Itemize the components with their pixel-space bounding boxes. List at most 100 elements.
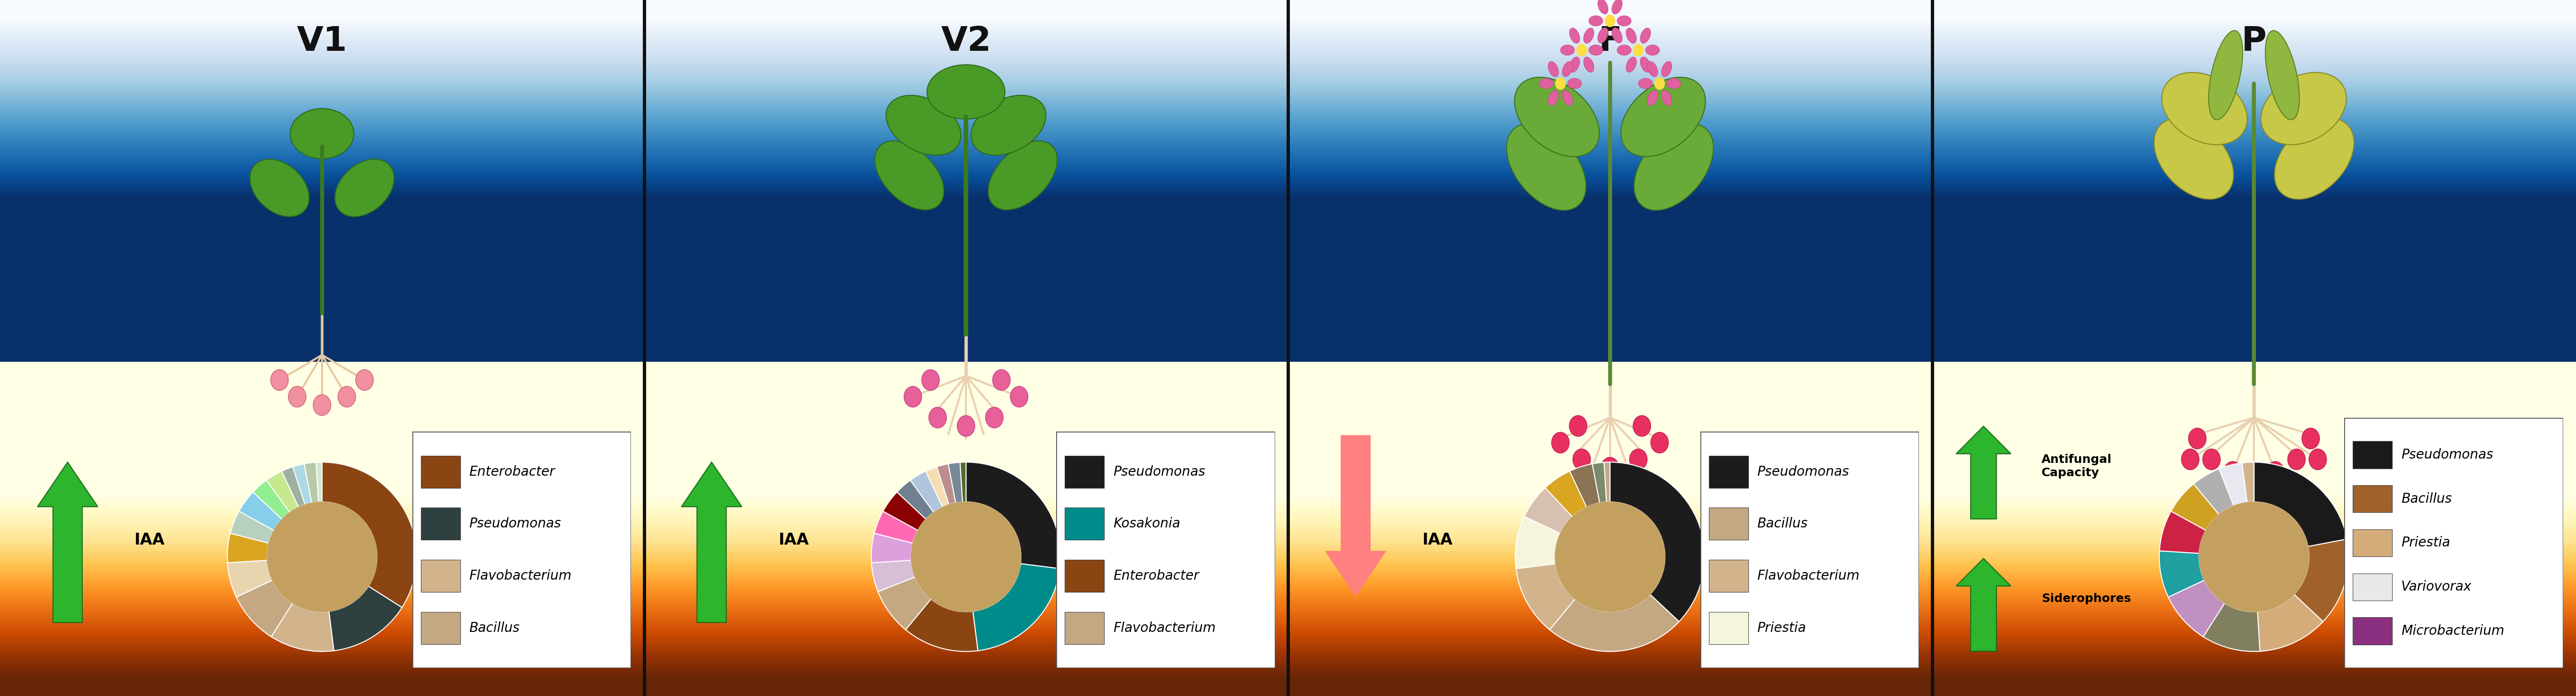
Wedge shape: [330, 586, 402, 651]
Bar: [1064, 612, 1105, 644]
Text: Enterobacter: Enterobacter: [1113, 569, 1198, 583]
Ellipse shape: [1566, 78, 1582, 88]
Circle shape: [2246, 466, 2262, 487]
Wedge shape: [322, 462, 417, 608]
Text: IAA: IAA: [134, 532, 165, 548]
Text: Pseudomonas: Pseudomonas: [2401, 448, 2494, 461]
Ellipse shape: [1597, 28, 1607, 43]
Circle shape: [2200, 502, 2308, 612]
Wedge shape: [227, 533, 268, 563]
FancyBboxPatch shape: [412, 432, 631, 668]
Ellipse shape: [1507, 124, 1587, 210]
Ellipse shape: [1625, 57, 1636, 72]
Wedge shape: [938, 464, 956, 505]
Bar: [420, 560, 461, 592]
Ellipse shape: [291, 109, 353, 159]
Text: Kosakonia: Kosakonia: [1113, 517, 1180, 530]
Bar: [1708, 507, 1749, 540]
Wedge shape: [909, 471, 943, 512]
Circle shape: [1633, 44, 1643, 56]
Ellipse shape: [1646, 61, 1659, 77]
Wedge shape: [2169, 580, 2226, 637]
Text: Bacillus: Bacillus: [469, 622, 520, 635]
Ellipse shape: [1667, 78, 1682, 88]
Text: Bacillus: Bacillus: [1757, 517, 1808, 530]
Circle shape: [2182, 449, 2200, 470]
Ellipse shape: [1561, 45, 1574, 55]
Wedge shape: [878, 577, 930, 630]
Ellipse shape: [1613, 28, 1623, 43]
Wedge shape: [270, 603, 335, 651]
Wedge shape: [304, 462, 319, 503]
Bar: [420, 612, 461, 644]
Ellipse shape: [250, 159, 309, 216]
Wedge shape: [252, 480, 289, 519]
Circle shape: [1577, 44, 1587, 56]
Ellipse shape: [1540, 78, 1553, 88]
Wedge shape: [294, 464, 312, 505]
Text: Priestia: Priestia: [2401, 536, 2450, 550]
Bar: [2352, 574, 2393, 601]
Wedge shape: [1525, 488, 1571, 533]
Ellipse shape: [1613, 0, 1623, 14]
Wedge shape: [281, 467, 304, 507]
Wedge shape: [240, 492, 281, 530]
Text: Pseudomonas: Pseudomonas: [469, 517, 562, 530]
FancyBboxPatch shape: [1056, 432, 1275, 668]
Bar: [1064, 456, 1105, 488]
Circle shape: [1574, 449, 1589, 470]
Wedge shape: [1569, 464, 1600, 507]
Wedge shape: [948, 462, 963, 503]
Ellipse shape: [886, 95, 961, 155]
Text: IAA: IAA: [778, 532, 809, 548]
Ellipse shape: [876, 141, 943, 210]
Ellipse shape: [2262, 72, 2347, 145]
Wedge shape: [1605, 462, 1610, 502]
Ellipse shape: [1561, 61, 1574, 77]
Ellipse shape: [1618, 16, 1631, 26]
Circle shape: [337, 386, 355, 407]
Ellipse shape: [1589, 45, 1602, 55]
Wedge shape: [237, 580, 294, 637]
FancyArrow shape: [1955, 426, 2012, 519]
Wedge shape: [2218, 463, 2246, 506]
Ellipse shape: [1641, 57, 1651, 72]
Ellipse shape: [1569, 57, 1579, 72]
Text: Priestia: Priestia: [1757, 622, 1806, 635]
Text: V2: V2: [940, 25, 992, 58]
Circle shape: [268, 502, 376, 612]
Wedge shape: [2172, 484, 2218, 530]
Ellipse shape: [1515, 77, 1600, 157]
Circle shape: [355, 370, 374, 390]
FancyBboxPatch shape: [2344, 418, 2563, 668]
Circle shape: [2303, 428, 2318, 449]
Ellipse shape: [1561, 90, 1574, 106]
Ellipse shape: [1548, 90, 1558, 106]
Bar: [1064, 507, 1105, 540]
Ellipse shape: [1589, 16, 1602, 26]
Text: Siderophores: Siderophores: [2043, 593, 2130, 604]
Wedge shape: [2202, 603, 2259, 651]
Ellipse shape: [1662, 61, 1672, 77]
Wedge shape: [1610, 462, 1705, 622]
Wedge shape: [871, 560, 914, 592]
Circle shape: [314, 395, 330, 416]
Wedge shape: [1551, 594, 1680, 651]
Ellipse shape: [1597, 0, 1607, 14]
Wedge shape: [2195, 469, 2233, 514]
FancyArrow shape: [1955, 558, 2012, 651]
Bar: [1708, 560, 1749, 592]
Ellipse shape: [1569, 28, 1579, 43]
Text: Enterobacter: Enterobacter: [469, 465, 554, 478]
Wedge shape: [2241, 462, 2254, 503]
Ellipse shape: [1548, 61, 1558, 77]
Ellipse shape: [1584, 28, 1595, 43]
Bar: [2352, 529, 2393, 557]
Ellipse shape: [1646, 90, 1659, 106]
Circle shape: [2308, 449, 2326, 470]
Text: IAA: IAA: [1422, 532, 1453, 548]
Bar: [2352, 441, 2393, 468]
Circle shape: [2223, 461, 2241, 482]
Text: Flavobacterium: Flavobacterium: [469, 569, 572, 583]
Circle shape: [270, 370, 289, 390]
